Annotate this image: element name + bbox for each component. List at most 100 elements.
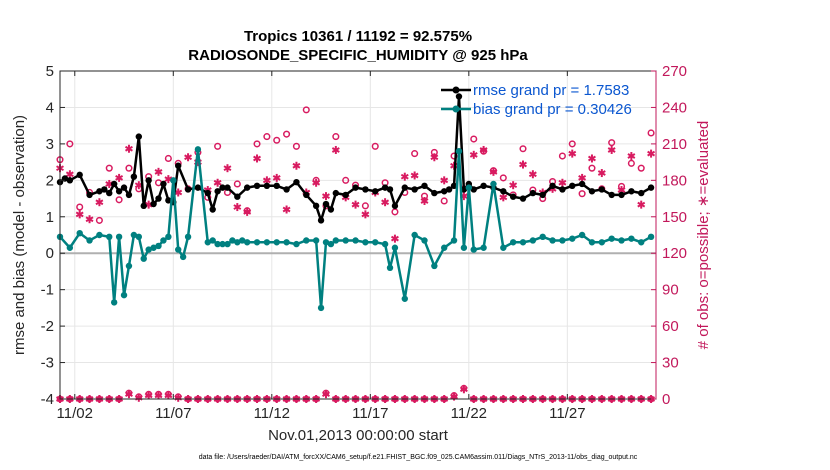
bias-point — [460, 244, 468, 251]
rmse-point — [332, 189, 340, 197]
bias-point — [165, 233, 172, 241]
rmse-point — [140, 202, 147, 210]
star-stroke — [578, 175, 587, 181]
star-stroke — [617, 187, 626, 193]
bias-point — [332, 237, 340, 244]
rmse-point — [204, 189, 211, 197]
obs-bottom-evaluated-point — [322, 390, 330, 399]
bias-point — [578, 231, 586, 239]
rmse-point — [618, 191, 625, 199]
obs-bottom-evaluated-point — [459, 385, 468, 394]
rmse-point — [342, 191, 349, 199]
rmse-point — [66, 177, 74, 184]
rmse-point — [110, 180, 118, 188]
obs-evaluated-point — [213, 178, 222, 187]
bias-point — [115, 233, 123, 241]
legend: rmse grand pr = 1.7583 bias grand pr = 0… — [441, 82, 632, 118]
bias-point — [352, 237, 359, 244]
obs-evaluated-point — [479, 145, 488, 154]
obs-evaluated-point — [410, 171, 419, 180]
rmse-point — [539, 191, 546, 199]
bias-point — [253, 239, 261, 246]
rmse-point — [209, 206, 216, 213]
rmse-point — [115, 188, 123, 195]
star-stroke — [272, 175, 281, 181]
obs-possible-point — [95, 216, 103, 224]
y-tick-label: -3 — [41, 355, 54, 372]
obs-evaluated-point — [331, 145, 340, 154]
rmse-point — [175, 162, 182, 169]
star-stroke — [381, 199, 390, 206]
star-stroke — [509, 182, 518, 189]
star-stroke — [213, 179, 222, 186]
obs-evaluated-point — [233, 203, 242, 212]
rmse-point — [411, 186, 418, 193]
rmse-point — [391, 202, 399, 210]
star-stroke — [331, 147, 340, 153]
obs-evaluated-point — [243, 207, 252, 216]
chart-subtitle: RADIOSONDE_SPECIFIC_HUMIDITY @ 925 hPa — [188, 47, 528, 64]
star-stroke — [85, 216, 94, 223]
obs-evaluated-point — [184, 153, 193, 162]
obs-possible-point — [588, 164, 596, 172]
bias-point — [618, 237, 625, 244]
bias-point — [175, 246, 182, 253]
bias-point — [519, 239, 527, 246]
rmse-point — [598, 186, 606, 193]
bias-point — [421, 237, 428, 244]
obs-bottom-evaluated-point — [154, 391, 163, 400]
rmse-point — [549, 182, 556, 189]
bias-point — [224, 240, 231, 248]
obs-possible-point — [66, 140, 74, 148]
rmse-point — [500, 188, 507, 195]
star-stroke — [124, 145, 133, 152]
bias-point — [490, 180, 497, 188]
star-stroke — [519, 161, 527, 168]
obs-evaluated-point — [390, 234, 399, 243]
obs-evaluated-point — [124, 144, 133, 153]
y2-tick-label: 90 — [662, 282, 679, 299]
obs-possible-point — [263, 133, 271, 141]
bias-point — [243, 239, 251, 246]
obs-evaluated-point — [223, 164, 232, 173]
rmse-point — [455, 93, 463, 100]
rmse-point — [445, 186, 453, 193]
bias-point — [401, 295, 408, 302]
bias-point — [234, 239, 241, 246]
obs-possible-point — [558, 152, 566, 160]
rmse-point — [273, 182, 280, 189]
obs-evaluated-point — [558, 178, 567, 187]
rmse-point — [509, 193, 517, 200]
rmse-point — [135, 133, 143, 140]
x-tick-label: 11/22 — [451, 405, 487, 422]
rmse-point — [312, 202, 320, 210]
y2-tick-label: 210 — [662, 136, 687, 153]
obs-evaluated-point — [400, 172, 409, 181]
obs-bottom-evaluated-point — [124, 390, 133, 399]
star-stroke — [607, 147, 616, 153]
bias-point — [480, 244, 487, 251]
star-stroke — [184, 154, 193, 161]
bias-point — [362, 239, 369, 246]
star-stroke — [95, 199, 104, 206]
bias-point — [135, 233, 143, 241]
star-stroke — [637, 201, 646, 208]
bias-point — [327, 240, 335, 248]
legend-bias-marker — [452, 105, 460, 113]
obs-evaluated-point — [85, 215, 94, 224]
bias-point — [465, 184, 473, 191]
bias-point — [450, 237, 458, 244]
obs-evaluated-point — [420, 196, 429, 205]
bias-point — [263, 239, 271, 246]
rmse-point — [362, 186, 369, 193]
bias-point — [214, 240, 221, 248]
star-stroke — [233, 204, 242, 210]
obs-possible-point — [440, 197, 448, 205]
rmse-point — [578, 180, 586, 188]
star-stroke — [450, 393, 459, 400]
star-stroke — [390, 235, 399, 242]
obs-evaluated-point — [430, 153, 439, 162]
rmse-point — [214, 188, 221, 195]
y2-tick-label: 0 — [662, 391, 670, 408]
